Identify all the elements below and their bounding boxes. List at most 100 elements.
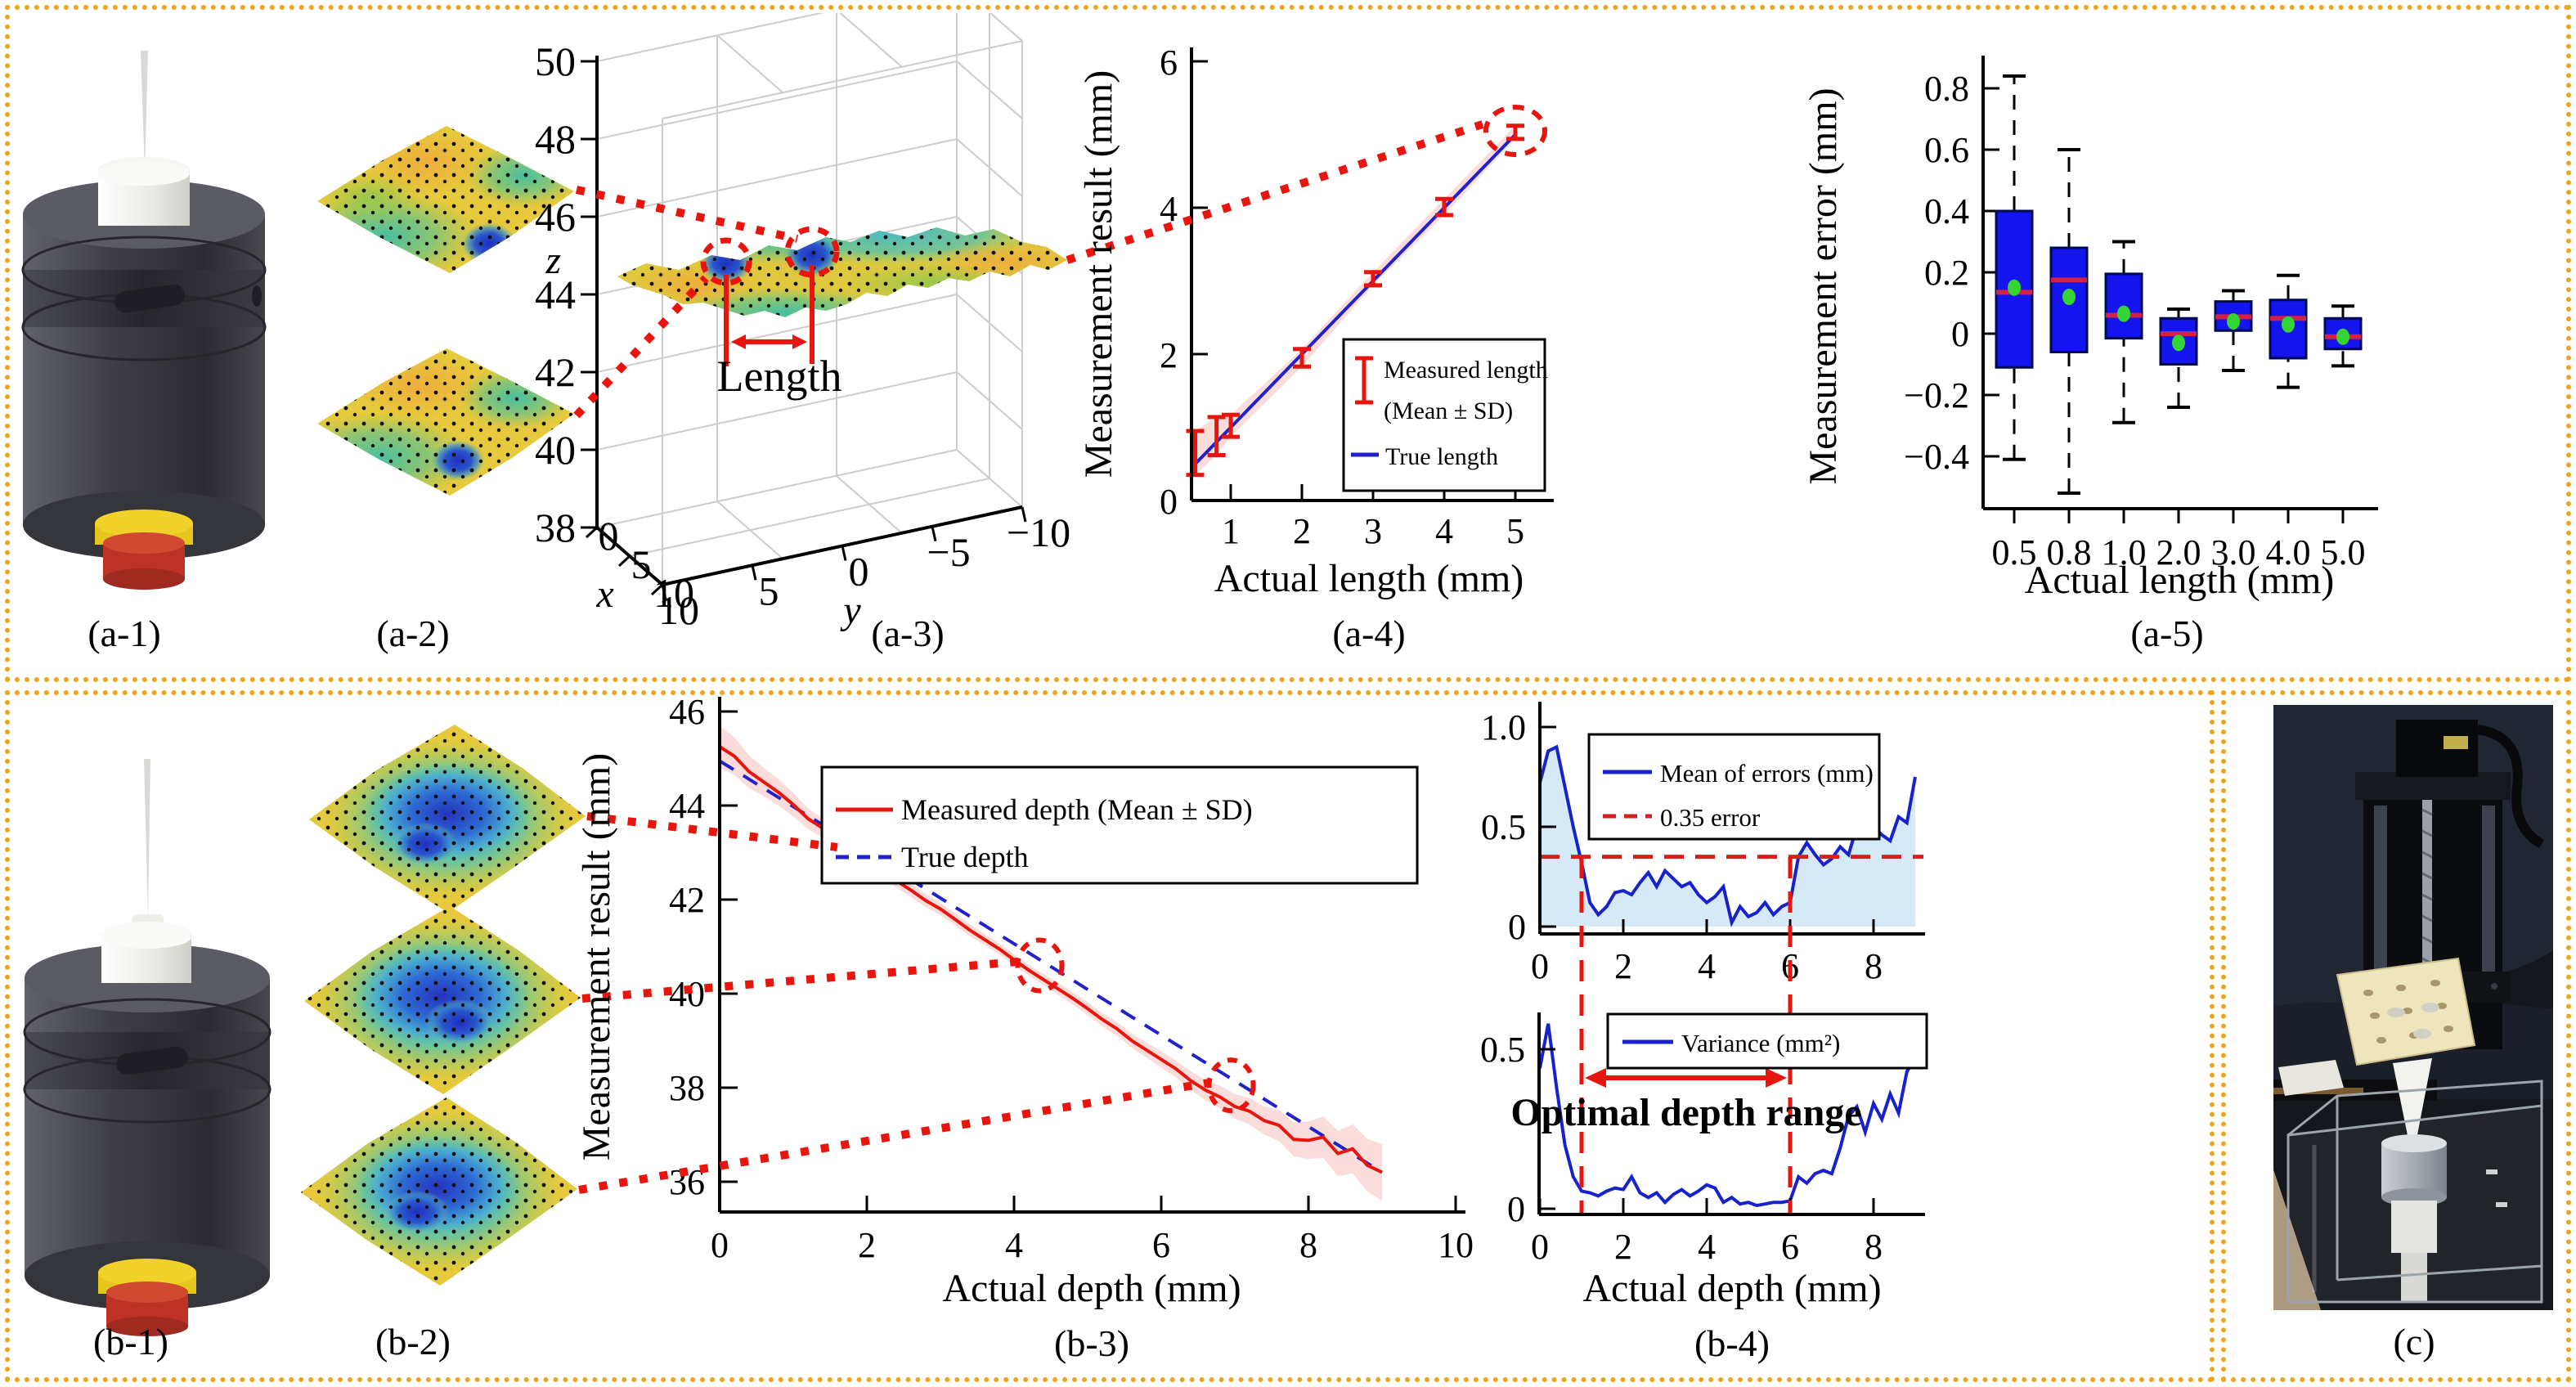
svg-text:0.4: 0.4 (1924, 191, 1969, 231)
panel-label-b3: (b-3) (1054, 1322, 1129, 1364)
svg-text:5.0: 5.0 (2321, 532, 2366, 572)
svg-text:38: 38 (535, 505, 576, 550)
svg-text:Variance (mm²): Variance (mm²) (1681, 1029, 1840, 1057)
scan-b-3 (301, 1097, 577, 1286)
svg-text:4.0: 4.0 (2266, 532, 2311, 572)
svg-text:4: 4 (1435, 511, 1453, 551)
svg-text:0: 0 (1531, 1227, 1549, 1267)
panel-label-a2: (a-2) (376, 613, 450, 654)
svg-text:0.8: 0.8 (1924, 69, 1969, 109)
svg-text:1: 1 (1222, 511, 1240, 551)
b3-y-axis-title: Measurement result (mm) (575, 752, 618, 1161)
section-b-frame (5, 690, 2215, 1382)
svg-text:True length: True length (1385, 443, 1498, 470)
chart-length-error-boxplot: 0.80.60.40.20−0.2−0.40.5 0.8 1.0 2.0 3.0 4.0 5… (1904, 56, 2378, 572)
svg-text:0.5: 0.5 (1992, 532, 2037, 572)
panel-label-a3: (a-3) (871, 613, 945, 654)
photo-floor (2273, 1169, 2321, 1310)
photo-cable (2476, 725, 2545, 849)
photo-funnel (2393, 1058, 2432, 1143)
zoom-connectors (573, 120, 1484, 1194)
b4-mean-legend (1587, 733, 1881, 841)
svg-text:0: 0 (1951, 314, 1969, 354)
svg-text:2: 2 (1160, 335, 1178, 375)
photo-paper (2278, 1060, 2344, 1096)
svg-text:0.35 error: 0.35 error (1660, 803, 1761, 832)
probe-b-yellow-ring (98, 1259, 196, 1286)
svg-text:Optimal depth range: Optimal depth range (1510, 1091, 1861, 1134)
svg-text:10: 10 (1438, 1225, 1474, 1265)
a4-legend (1342, 338, 1546, 492)
surface-3d-grid (596, 13, 1023, 585)
section-c-frame (2221, 690, 2571, 1382)
svg-text:Mean of errors (mm): Mean of errors (mm) (1660, 759, 1874, 788)
panel-label-a5: (a-5) (2130, 613, 2204, 654)
panel-label-b2: (b-2) (375, 1321, 451, 1362)
a5-y-axis-title: Measurement error (mm) (1802, 88, 1845, 485)
svg-text:40: 40 (669, 974, 705, 1014)
photo-acrylic-tank (2287, 1080, 2543, 1304)
svg-text:0.5: 0.5 (1481, 807, 1526, 847)
svg-text:Length: Length (717, 352, 842, 401)
svg-text:38: 38 (669, 1068, 705, 1108)
panel-label-a4: (a-4) (1332, 613, 1406, 654)
svg-text:0: 0 (849, 549, 869, 595)
svg-text:0: 0 (1160, 482, 1178, 522)
panel-label-b4: (b-4) (1694, 1322, 1770, 1364)
svg-text:8: 8 (1299, 1225, 1317, 1265)
svg-text:0.8: 0.8 (2047, 532, 2092, 572)
a5-x-axis-title: Actual length (mm) (2024, 559, 2335, 602)
svg-text:0: 0 (599, 513, 619, 559)
chart-length-accuracy: 0 2 4 6 1 2 3 4 5 Measured length (Mean ± SD) True … (1160, 43, 1554, 551)
svg-text:True depth: True depth (901, 841, 1029, 873)
svg-text:0.5: 0.5 (1480, 1030, 1525, 1070)
svg-text:6: 6 (1160, 43, 1178, 83)
svg-text:4: 4 (1160, 189, 1178, 229)
svg-text:3: 3 (1364, 511, 1382, 551)
probe-a-illustration (21, 51, 267, 590)
svg-text:y: y (839, 589, 861, 632)
svg-text:2.0: 2.0 (2156, 532, 2201, 572)
probe-a-yellow-ring (95, 509, 193, 537)
surface-3d-mesh (617, 227, 1067, 317)
svg-text:44: 44 (669, 786, 705, 826)
svg-text:5: 5 (759, 568, 779, 613)
svg-text:2: 2 (1614, 946, 1632, 986)
b3-legend (820, 765, 1419, 885)
scan-b-2 (304, 906, 581, 1094)
a4-x-axis-title: Actual length (mm) (1214, 557, 1524, 600)
svg-text:0: 0 (711, 1225, 729, 1265)
svg-text:5: 5 (1506, 511, 1524, 551)
svg-text:42: 42 (669, 880, 705, 920)
probe-b-needle (144, 759, 150, 918)
a4-y-axis-title: Measurement result (mm) (1077, 70, 1120, 478)
svg-text:0.6: 0.6 (1924, 130, 1969, 170)
svg-text:Measured depth (Mean ± SD): Measured depth (Mean ± SD) (901, 793, 1253, 826)
svg-text:0: 0 (1507, 1189, 1525, 1229)
box-4.0 (2269, 298, 2308, 360)
svg-text:44: 44 (535, 272, 576, 317)
svg-text:5: 5 (631, 541, 652, 587)
svg-text:1.0: 1.0 (1481, 707, 1526, 747)
svg-text:40: 40 (535, 427, 576, 473)
svg-text:−0.4: −0.4 (1904, 437, 1969, 477)
panel-label-a1: (a-1) (88, 613, 161, 654)
svg-text:(Mean ± SD): (Mean ± SD) (1384, 397, 1513, 424)
svg-text:3.0: 3.0 (2211, 532, 2256, 572)
svg-text:10: 10 (658, 587, 699, 633)
svg-text:0.2: 0.2 (1924, 253, 1969, 293)
svg-text:48: 48 (535, 116, 576, 162)
svg-text:Measured length: Measured length (1384, 357, 1548, 384)
svg-text:x: x (595, 572, 613, 616)
svg-text:−10: −10 (1007, 509, 1070, 555)
svg-text:0: 0 (1508, 907, 1526, 947)
svg-text:50: 50 (535, 38, 576, 84)
svg-text:42: 42 (535, 349, 576, 395)
b3-x-axis-title: Actual depth (mm) (942, 1267, 1241, 1310)
probe-a-slot (114, 284, 185, 313)
svg-text:46: 46 (669, 692, 705, 732)
